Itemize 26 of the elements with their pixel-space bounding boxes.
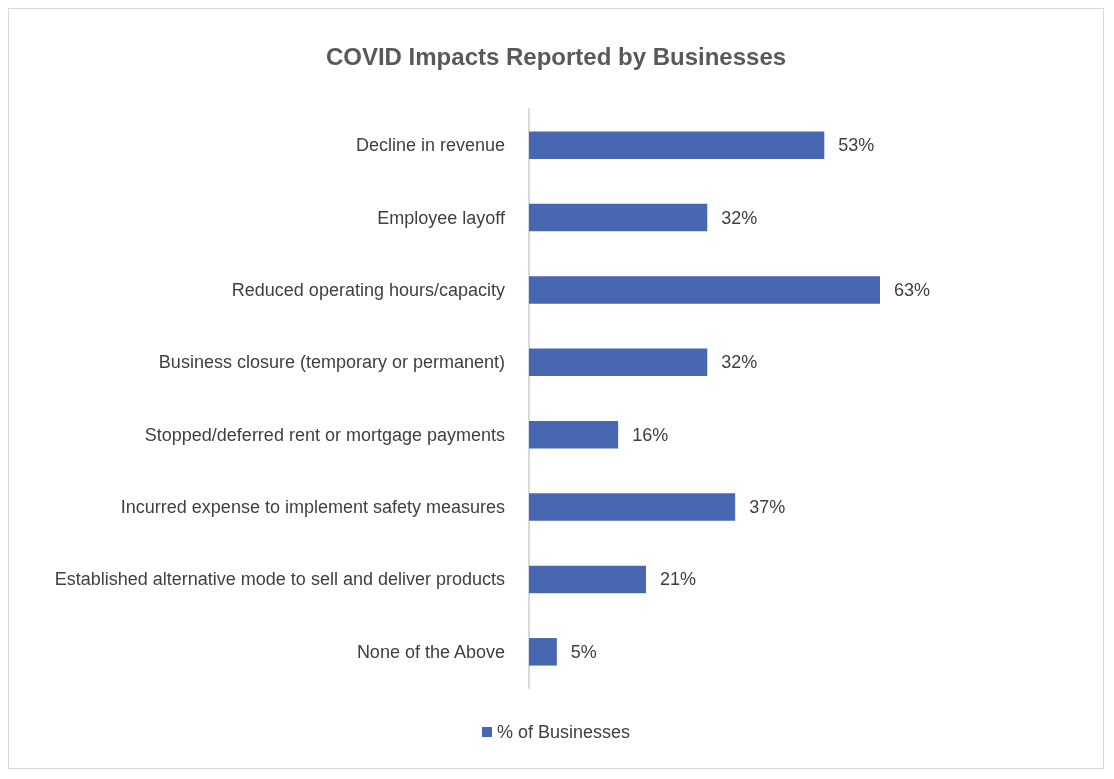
bar	[529, 203, 708, 232]
bar	[529, 276, 880, 304]
bar	[529, 638, 557, 666]
bar	[529, 420, 619, 449]
bar	[529, 348, 708, 377]
y-tick-label: Reduced operating hours/capacity	[231, 279, 505, 300]
data-label: 37%	[749, 497, 786, 518]
data-label: 32%	[721, 352, 758, 373]
y-tick-label: Established alternative mode to sell and deliver products	[54, 569, 505, 590]
y-tick-label: None of the Above	[356, 641, 505, 662]
data-label: 53%	[838, 135, 875, 156]
bar	[529, 493, 736, 521]
y-tick-label: Employee layoff	[377, 207, 506, 228]
chart-title: COVID Impacts Reported by Businesses	[325, 42, 787, 70]
data-label: 32%	[721, 207, 758, 228]
bar	[529, 131, 825, 159]
y-tick-label: Business closure (temporary or permanent)	[158, 352, 505, 373]
y-tick-label: Stopped/deferred rent or mortgage payments	[144, 424, 505, 445]
data-label: 16%	[632, 424, 669, 445]
data-label: 63%	[894, 279, 931, 300]
legend-label: % of Businesses	[496, 722, 631, 742]
data-label: 21%	[660, 569, 697, 590]
data-label: 5%	[570, 641, 597, 662]
bar	[529, 565, 646, 594]
y-tick-label: Decline in revenue	[355, 135, 505, 156]
y-tick-label: Incurred expense to implement safety measures	[120, 497, 505, 518]
